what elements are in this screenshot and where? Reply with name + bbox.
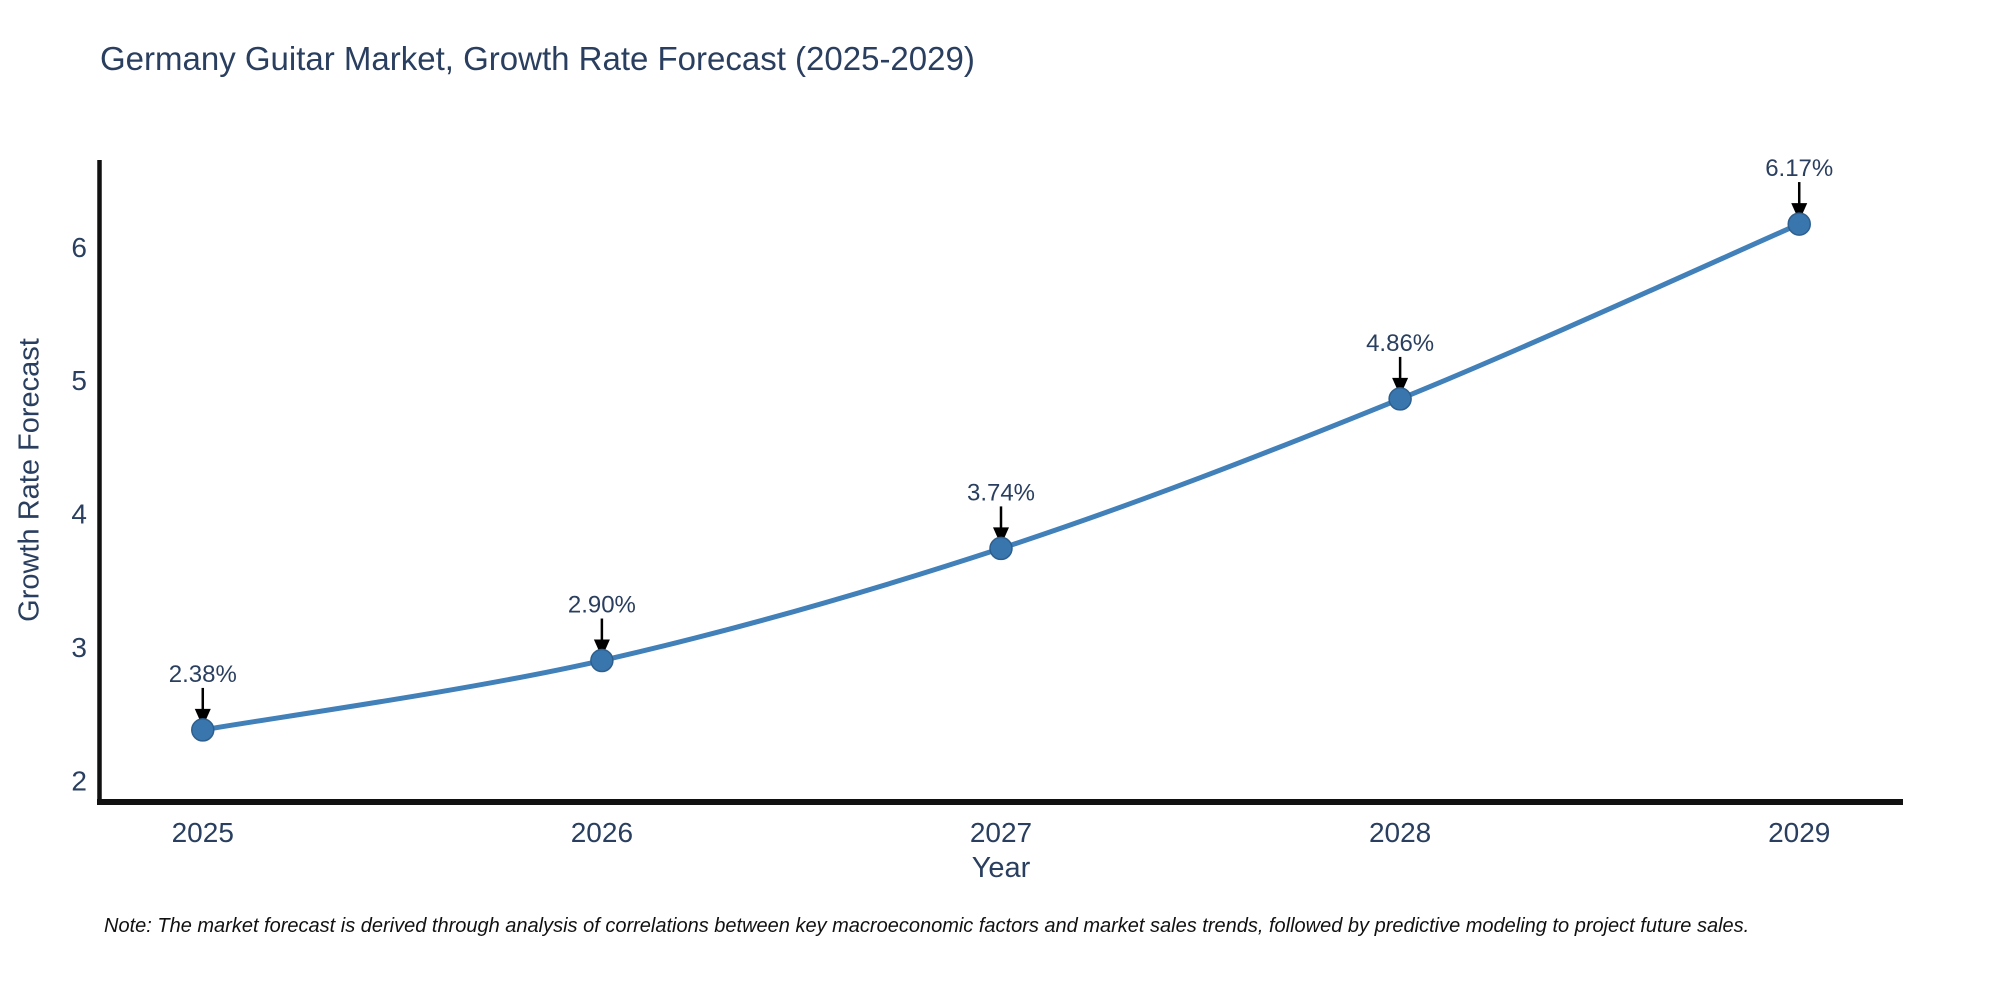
annotation-arrowhead-icon: [194, 708, 211, 727]
annotation-arrowhead-icon: [1791, 203, 1808, 222]
y-axis-title: Growth Rate Forecast: [13, 338, 46, 622]
data-point[interactable]: [989, 536, 1013, 561]
x-tick-label: 2027: [970, 817, 1032, 848]
point-annotation: 4.86%: [1366, 330, 1434, 357]
point-annotation: 2.38%: [169, 661, 237, 688]
annotation-arrowhead-icon: [593, 639, 610, 658]
y-tick-label: 2: [71, 766, 87, 797]
x-tick-label: 2028: [1369, 817, 1431, 848]
trend-line: [200, 221, 1802, 733]
footnote: Note: The market forecast is derived thr…: [104, 915, 1750, 937]
data-point[interactable]: [191, 718, 215, 742]
y-tick-label: 3: [71, 632, 87, 663]
data-point[interactable]: [1388, 387, 1412, 411]
data-point[interactable]: [1787, 212, 1811, 236]
data-point[interactable]: [590, 648, 614, 673]
chart-title: Germany Guitar Market, Growth Rate Forec…: [100, 40, 975, 77]
annotation-arrowhead-icon: [1392, 377, 1409, 396]
x-tick-label: 2026: [571, 817, 633, 848]
point-annotation: 6.17%: [1765, 155, 1833, 182]
point-annotation: 3.74%: [967, 479, 1035, 506]
x-tick-label: 2025: [172, 817, 234, 848]
y-tick-label: 4: [71, 499, 87, 530]
point-annotation: 2.90%: [568, 592, 636, 619]
x-axis-title: Year: [971, 852, 1031, 884]
x-tick-label: 2029: [1768, 817, 1830, 848]
annotation-arrowhead-icon: [993, 527, 1009, 546]
y-tick-label: 5: [71, 365, 87, 396]
y-tick-label: 6: [71, 232, 87, 263]
